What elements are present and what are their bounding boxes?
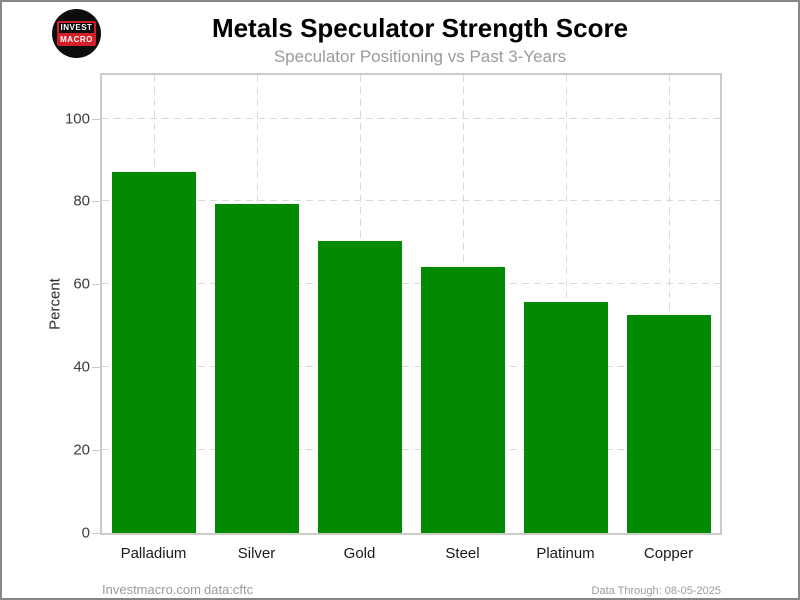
gridline-horizontal xyxy=(102,366,720,368)
chart-title: Metals Speculator Strength Score xyxy=(211,13,629,43)
y-tick-mark xyxy=(92,533,100,534)
logo-macro-text: MACRO xyxy=(57,34,96,46)
bar-steel xyxy=(420,266,505,533)
footer-site: Investmacro.com xyxy=(102,582,201,597)
gridline-horizontal xyxy=(102,200,720,202)
y-tick-label: 80 xyxy=(73,192,90,210)
y-tick-mark xyxy=(92,450,100,452)
y-tick-label: 60 xyxy=(73,275,90,293)
gridline-horizontal xyxy=(102,117,720,119)
investmacro-logo-icon: INVEST MACRO xyxy=(52,9,101,58)
x-tick-label-silver: Silver xyxy=(237,545,276,562)
bar-palladium xyxy=(111,171,196,533)
x-tick-label-platinum: Platinum xyxy=(536,545,595,562)
y-tick-label: 40 xyxy=(73,358,90,376)
y-tick-label: 20 xyxy=(73,441,90,459)
x-tick-label-steel: Steel xyxy=(445,545,480,562)
bar-gold xyxy=(317,241,402,533)
plot-area xyxy=(100,73,722,535)
y-tick-mark xyxy=(92,367,100,369)
y-tick-mark xyxy=(92,201,100,203)
x-tick-label-gold: Gold xyxy=(343,545,376,562)
footer-source: data:cftc xyxy=(204,582,254,597)
bar-copper xyxy=(626,314,711,533)
chart-subtitle: Speculator Positioning vs Past 3-Years xyxy=(273,46,567,66)
footer-data-through: Data Through: 08-05-2025 xyxy=(591,585,721,597)
y-tick-label: 0 xyxy=(81,524,90,542)
bar-silver xyxy=(214,203,299,533)
gridline-horizontal xyxy=(102,449,720,451)
header: Metals Speculator Strength Score Specula… xyxy=(42,13,798,67)
y-tick-mark xyxy=(92,118,100,120)
gridline-vertical xyxy=(668,75,670,533)
x-tick-label-palladium: Palladium xyxy=(120,545,187,562)
gridline-horizontal xyxy=(102,283,720,285)
y-tick-mark xyxy=(92,284,100,286)
x-tick-label-copper: Copper xyxy=(643,545,694,562)
y-tick-label: 100 xyxy=(64,110,90,128)
bar-platinum xyxy=(523,302,608,533)
